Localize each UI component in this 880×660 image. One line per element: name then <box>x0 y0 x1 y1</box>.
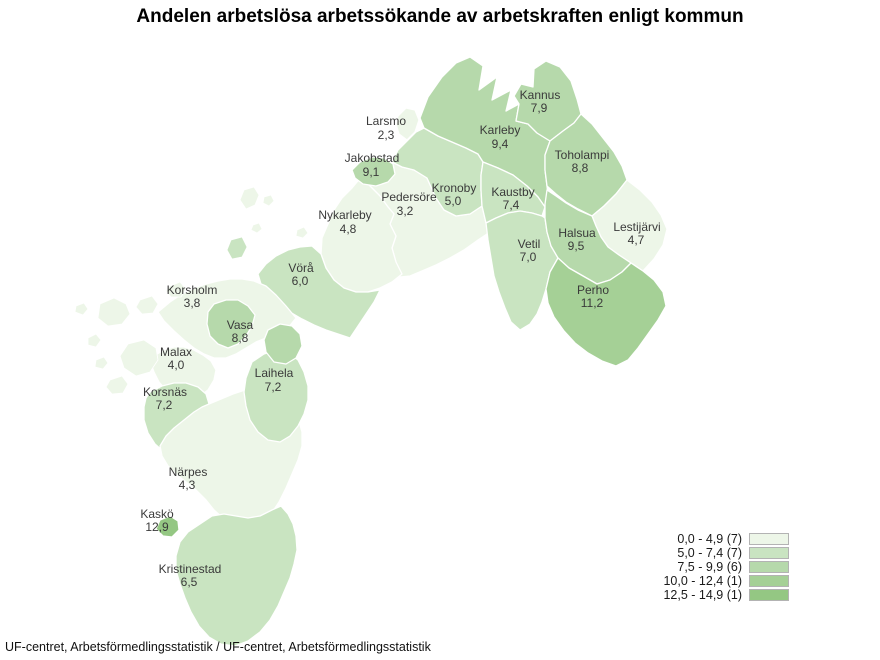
label-kristinestad: Kristinestad 6,5 <box>159 562 222 589</box>
legend-label: 5,0 - 7,4 (7) <box>677 546 742 560</box>
label-toholampi: Toholampi 8,8 <box>555 148 610 175</box>
island <box>119 339 159 377</box>
legend-label: 7,5 - 9,9 (6) <box>677 560 742 574</box>
region-perho <box>545 257 667 367</box>
legend-swatch-class-3 <box>749 561 789 573</box>
label-nykarleby: Nykarleby 4,8 <box>318 208 371 236</box>
region-vasa <box>206 299 256 349</box>
island <box>135 295 159 315</box>
label-pedersore: Pedersöre 3,2 <box>381 190 437 218</box>
label-karleby: Karleby 9,4 <box>480 123 521 151</box>
label-kronoby: Kronoby 5,0 <box>432 181 477 208</box>
region-larsmo <box>395 107 420 141</box>
island <box>74 302 89 316</box>
source-attribution: UF-centret, Arbetsförmedlingsstatistik /… <box>5 640 431 654</box>
label-halsua: Halsua 9,5 <box>558 226 596 253</box>
island <box>226 236 248 260</box>
label-jakobstad: Jakobstad 9,1 <box>345 151 400 179</box>
label-kaustby: Kaustby 7,4 <box>491 185 534 212</box>
island <box>87 333 102 348</box>
label-korsnas: Korsnäs 7,2 <box>143 385 187 412</box>
page-title: Andelen arbetslösa arbetssökande av arbe… <box>136 6 744 27</box>
island <box>97 297 131 327</box>
island <box>105 375 129 395</box>
legend-swatch-class-5 <box>749 589 789 601</box>
island <box>250 222 263 234</box>
legend-label: 10,0 - 12,4 (1) <box>663 574 742 588</box>
legend-row: 7,5 - 9,9 (6) <box>597 560 789 574</box>
island <box>165 281 187 298</box>
island <box>94 356 109 370</box>
label-lestijarvi: Lestijärvi 4,7 <box>613 220 660 247</box>
legend-swatch-class-2 <box>749 547 789 559</box>
legend-swatch-class-4 <box>749 575 789 587</box>
label-larsmo: Larsmo 2,3 <box>366 114 406 142</box>
legend-row: 12,5 - 14,9 (1) <box>597 588 789 602</box>
region-vasa-exclave <box>263 323 303 365</box>
label-korsholm: Korsholm 3,8 <box>167 283 218 310</box>
label-vora: Vörå 6,0 <box>288 261 314 288</box>
region-jakobstad <box>351 156 396 187</box>
legend-row: 10,0 - 12,4 (1) <box>597 574 789 588</box>
region-kasko <box>155 515 180 538</box>
island <box>295 226 309 239</box>
label-laihela: Laihela 7,2 <box>255 366 294 394</box>
region-kristinestad <box>175 505 298 647</box>
island <box>239 186 260 210</box>
legend-swatch-class-1 <box>749 533 789 545</box>
legend-row: 5,0 - 7,4 (7) <box>597 546 789 560</box>
label-narpes: Närpes 4,3 <box>169 465 208 492</box>
label-vetil: Vetil 7,0 <box>518 237 541 264</box>
label-vasa: Vasa 8,8 <box>227 318 254 345</box>
island <box>262 194 275 207</box>
municipality-labels: Larsmo 2,3 Jakobstad 9,1 Nykarleby 4,8 Pede… <box>140 88 660 589</box>
legend-row: 0,0 - 4,9 (7) <box>597 532 789 546</box>
legend-label: 0,0 - 4,9 (7) <box>677 532 742 546</box>
map-legend: 0,0 - 4,9 (7) 5,0 - 7,4 (7) 7,5 - 9,9 (6… <box>597 532 789 602</box>
label-kasko: Kaskö 12,9 <box>140 507 174 534</box>
label-perho: Perho 11,2 <box>577 283 609 310</box>
label-kannus: Kannus 7,9 <box>520 88 561 115</box>
legend-label: 12,5 - 14,9 (1) <box>663 588 742 602</box>
region-kannus <box>513 60 582 142</box>
archipelago-islands <box>74 186 309 395</box>
label-malax: Malax 4,0 <box>160 345 192 372</box>
